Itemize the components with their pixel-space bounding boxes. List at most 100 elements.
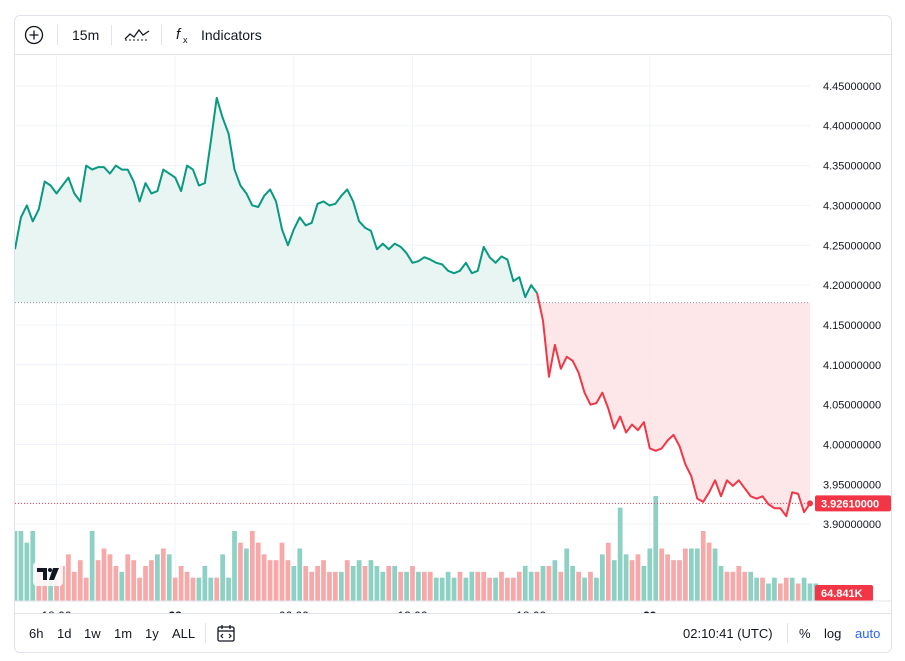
volume-bar xyxy=(333,571,338,601)
volume-bar xyxy=(238,542,243,601)
range-button-1y[interactable]: 1y xyxy=(145,625,159,641)
volume-bar xyxy=(599,554,605,601)
volume-bar xyxy=(463,577,469,601)
volume-bar xyxy=(315,566,320,601)
volume-bar xyxy=(659,548,665,601)
volume-bar xyxy=(89,531,95,601)
volume-bar xyxy=(718,566,724,601)
volume-bar xyxy=(789,577,795,601)
range-button-all[interactable]: ALL xyxy=(172,625,196,641)
volume-bar xyxy=(77,560,83,601)
x-tick-label: 18:00 xyxy=(516,609,546,614)
volume-bar xyxy=(499,571,504,601)
volume-bar xyxy=(244,548,249,601)
volume-bar xyxy=(303,566,309,601)
volume-bar xyxy=(190,577,196,601)
range-button-1d[interactable]: 1d xyxy=(57,625,72,641)
volume-bar xyxy=(125,554,131,601)
y-tick-label: 4.10000000 xyxy=(823,360,881,372)
date-range-button[interactable] xyxy=(215,614,237,652)
volume-label: 64.841K xyxy=(821,588,863,600)
clock-button[interactable]: 02:10:41 (UTC) xyxy=(683,614,773,652)
range-button-6h[interactable]: 6h xyxy=(29,625,44,641)
volume-bar xyxy=(594,577,599,601)
volume-bar xyxy=(172,577,178,601)
volume-bar xyxy=(754,577,759,601)
volume-bar xyxy=(629,560,635,601)
volume-bar xyxy=(398,571,404,601)
volume-bar xyxy=(469,571,475,601)
price-chart[interactable]: 4.45000000 4.40000000 4.35000000 4.30000000… xyxy=(15,54,892,614)
volume-bar xyxy=(706,542,712,601)
volume-bar xyxy=(368,560,374,601)
volume-bar xyxy=(66,554,71,601)
range-button-1m[interactable]: 1m xyxy=(114,625,133,641)
volume-bar xyxy=(475,571,481,601)
volume-bar xyxy=(582,577,587,601)
y-tick-label: 3.90000000 xyxy=(823,519,881,531)
volume-bar xyxy=(321,560,326,601)
volume-bar xyxy=(647,548,653,601)
line-chart-icon xyxy=(124,28,150,41)
volume-bar xyxy=(724,571,730,601)
indicators-button[interactable]: f x Indicators xyxy=(173,16,262,54)
clock-label: 02:10:41 (UTC) xyxy=(683,625,773,641)
volume-bar xyxy=(493,577,498,601)
y-tick-label: 4.20000000 xyxy=(823,280,881,292)
volume-bar xyxy=(101,548,107,601)
volume-bar xyxy=(653,496,659,601)
x-tick-label: 28 xyxy=(169,609,183,614)
volume-bar xyxy=(623,554,629,601)
volume-bar xyxy=(795,583,801,601)
volume-bar xyxy=(534,571,540,601)
volume-bar xyxy=(427,571,433,601)
chart-type-button[interactable] xyxy=(123,16,151,54)
volume-bar xyxy=(279,542,285,601)
price-line-up xyxy=(15,96,538,299)
bottom-toolbar: 6h 1d 1w 1m 1y ALL 02:10:41 (UTC) % log auto xyxy=(15,613,891,652)
y-tick-label: 4.15000000 xyxy=(823,320,881,332)
volume-bar xyxy=(309,571,315,601)
volume-bar xyxy=(611,560,617,601)
percent-toggle[interactable]: % xyxy=(799,625,811,641)
volume-bar xyxy=(232,531,237,601)
volume-bar xyxy=(15,531,18,601)
volume-bar xyxy=(712,548,718,601)
plus-circle-icon xyxy=(24,25,44,45)
volume-bar xyxy=(671,560,676,601)
volume-bar xyxy=(777,583,783,601)
volume-bar xyxy=(214,577,220,601)
volume-bar xyxy=(131,560,137,601)
range-button-1w[interactable]: 1w xyxy=(84,625,101,641)
log-toggle[interactable]: log xyxy=(824,625,842,641)
volume-bar xyxy=(208,577,214,601)
volume-bar xyxy=(516,571,522,601)
volume-bar xyxy=(119,571,125,601)
x-tick-label: 12:00 xyxy=(397,609,427,614)
volume-bar xyxy=(30,531,36,601)
add-symbol-button[interactable] xyxy=(23,16,45,54)
x-tick-label: 18:00 xyxy=(42,609,72,614)
volume-bar xyxy=(54,577,59,601)
volume-bar xyxy=(552,560,558,601)
volume-bar xyxy=(510,577,516,601)
y-tick-label: 3.95000000 xyxy=(823,479,881,491)
volume-bar xyxy=(95,560,101,601)
volume-bar xyxy=(688,548,694,601)
volume-bar xyxy=(297,548,303,601)
y-tick-label: 4.30000000 xyxy=(823,200,881,212)
volume-bar xyxy=(528,571,534,601)
chart-widget: 15m f x Indicators 4.45000000 4.40000000 4… xyxy=(14,15,892,653)
volume-bar xyxy=(807,583,813,601)
volume-bar xyxy=(760,577,765,601)
volume-bar xyxy=(160,548,166,601)
volume-bar xyxy=(421,571,427,601)
tradingview-logo-icon xyxy=(33,562,63,586)
interval-button[interactable]: 15m xyxy=(72,16,99,54)
volume-bar xyxy=(380,571,386,601)
volume-bar xyxy=(439,577,445,601)
volume-bar xyxy=(291,566,297,601)
auto-toggle[interactable]: auto xyxy=(855,625,881,641)
volume-bar xyxy=(433,577,439,601)
down-area-fill xyxy=(537,293,810,517)
